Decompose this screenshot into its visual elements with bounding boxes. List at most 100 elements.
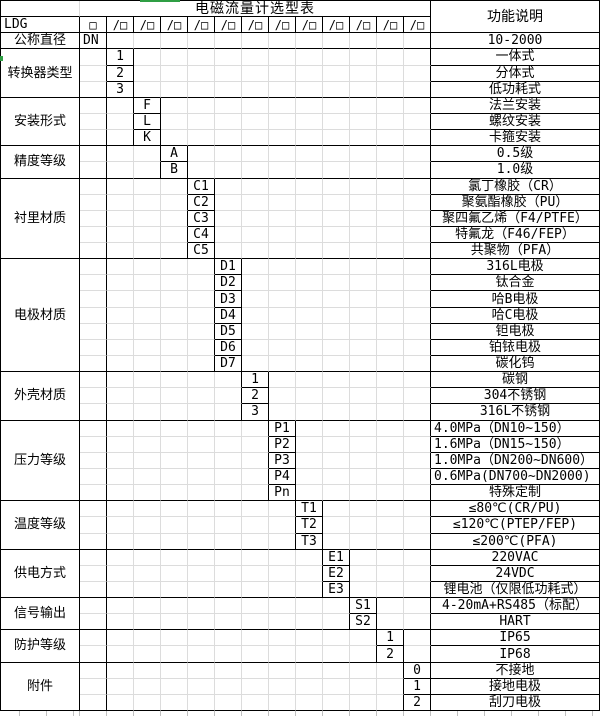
green-marker-top (140, 0, 180, 2)
blank-cell (134, 291, 161, 308)
blank-cell (134, 533, 161, 550)
desc-cell: 法兰安装 (431, 98, 599, 114)
blank-cell (296, 178, 323, 195)
blank-cell (377, 307, 404, 324)
blank-cell (269, 388, 296, 405)
blank-cell (215, 581, 242, 599)
blank-cell (80, 194, 107, 211)
blank-cell (296, 33, 323, 50)
blank-cell (350, 452, 377, 469)
page-title: 电磁流量计选型表 (80, 1, 431, 18)
blank-cell (161, 226, 188, 244)
blank-cell (377, 146, 404, 163)
blank-cell (242, 549, 269, 566)
blank-cell (188, 356, 215, 373)
blank-cell (242, 243, 269, 260)
blank-cell (134, 694, 161, 711)
blank-cell (350, 81, 377, 98)
blank-cell (242, 533, 269, 550)
blank-cell (161, 130, 188, 147)
blank-cell (377, 323, 404, 340)
blank-cell (215, 162, 242, 179)
code-cell: P1 (269, 420, 296, 437)
blank-cell (134, 517, 161, 534)
blank-cell (323, 452, 350, 469)
blank-cell (269, 49, 296, 66)
blank-cell (242, 517, 269, 534)
blank-cell (80, 65, 107, 82)
blank-cell (215, 565, 242, 582)
blank-cell (134, 436, 161, 453)
blank-cell (80, 436, 107, 453)
blank-cell (323, 146, 350, 163)
code-cell: D5 (215, 323, 242, 340)
blank-cell (296, 259, 323, 276)
code-cell: 3 (242, 404, 269, 421)
blank-cell (161, 178, 188, 195)
blank-cell (404, 436, 431, 453)
blank-cell (269, 549, 296, 566)
blank-cell (161, 565, 188, 582)
code-cell: S1 (350, 598, 377, 615)
blank-cell (296, 356, 323, 373)
blank-cell (215, 194, 242, 211)
blank-cell (350, 356, 377, 373)
blank-cell (161, 194, 188, 211)
blank-cell (107, 356, 134, 373)
code-cell: D2 (215, 275, 242, 292)
blank-cell (377, 598, 404, 615)
blank-cell (134, 162, 161, 179)
blank-cell (80, 598, 107, 615)
blank-cell (296, 243, 323, 260)
blank-cell (269, 565, 296, 582)
blank-cell (107, 630, 134, 647)
blank-cell (350, 194, 377, 211)
blank-cell (350, 339, 377, 356)
blank-cell (242, 436, 269, 453)
blank-cell (269, 307, 296, 324)
blank-cell (107, 259, 134, 276)
blank-cell (107, 436, 134, 453)
blank-cell (323, 226, 350, 244)
blank-cell (377, 533, 404, 550)
blank-cell (323, 81, 350, 98)
model-slot: /□ (323, 17, 350, 34)
blank-cell (404, 614, 431, 631)
code-cell: 0 (404, 662, 431, 679)
blank-cell (80, 372, 107, 389)
blank-cell (242, 581, 269, 599)
blank-cell (404, 146, 431, 163)
blank-cell (215, 485, 242, 502)
blank-cell (242, 323, 269, 340)
blank-cell (269, 517, 296, 534)
blank-cell (107, 404, 134, 421)
blank-cell (80, 614, 107, 631)
blank-cell (188, 97, 215, 114)
blank-cell (161, 97, 188, 114)
blank-cell (80, 307, 107, 324)
blank-cell (269, 339, 296, 356)
blank-cell (377, 452, 404, 469)
blank-cell (80, 178, 107, 195)
blank-cell (296, 549, 323, 566)
blank-cell (134, 146, 161, 163)
blank-cell (215, 146, 242, 163)
blank-cell (377, 485, 404, 502)
blank-cell (134, 178, 161, 195)
blank-cell (377, 436, 404, 453)
blank-cell (242, 178, 269, 195)
model-slot: /□ (242, 17, 269, 34)
blank-cell (269, 226, 296, 244)
model-slot: /□ (107, 17, 134, 34)
blank-cell (161, 372, 188, 389)
blank-cell (188, 630, 215, 647)
blank-cell (242, 307, 269, 324)
section-label: 衬里材质 (1, 178, 80, 260)
blank-cell (377, 291, 404, 308)
blank-cell (242, 630, 269, 647)
blank-cell (404, 404, 431, 421)
code-cell: C5 (188, 243, 215, 260)
blank-cell (188, 485, 215, 502)
blank-cell (404, 113, 431, 131)
blank-cell (188, 259, 215, 276)
